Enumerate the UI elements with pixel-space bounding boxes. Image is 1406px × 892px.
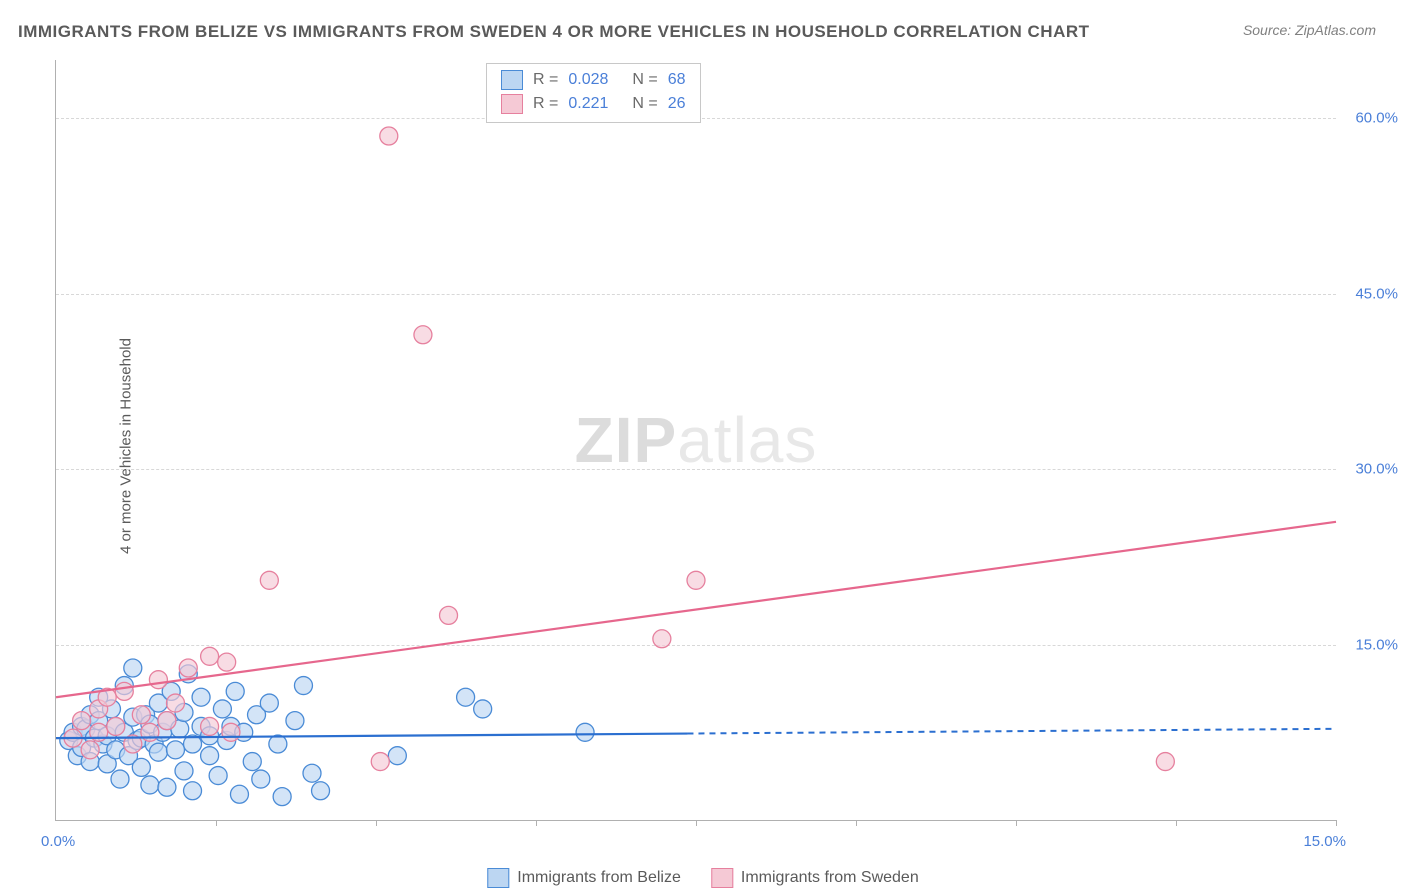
data-point <box>440 606 458 624</box>
y-tick-label: 45.0% <box>1355 285 1398 302</box>
data-point <box>115 682 133 700</box>
data-point <box>201 647 219 665</box>
data-point <box>303 764 321 782</box>
legend-label: Immigrants from Sweden <box>741 869 919 887</box>
data-point <box>260 694 278 712</box>
data-point <box>294 677 312 695</box>
x-tick-mark <box>376 820 377 826</box>
x-tick-mark <box>1016 820 1017 826</box>
x-tick-mark <box>1176 820 1177 826</box>
scatter-plot-svg <box>56 60 1336 820</box>
data-point <box>213 700 231 718</box>
chart-title: IMMIGRANTS FROM BELIZE VS IMMIGRANTS FRO… <box>18 22 1090 42</box>
legend-label: Immigrants from Belize <box>517 869 681 887</box>
data-point <box>141 776 159 794</box>
data-point <box>286 712 304 730</box>
data-point <box>149 671 167 689</box>
data-point <box>218 653 236 671</box>
data-point <box>252 770 270 788</box>
data-point <box>380 127 398 145</box>
x-tick-mark <box>216 820 217 826</box>
y-tick-label: 60.0% <box>1355 110 1398 127</box>
data-point <box>175 762 193 780</box>
data-point <box>312 782 330 800</box>
y-tick-label: 15.0% <box>1355 636 1398 653</box>
data-point <box>107 717 125 735</box>
data-point <box>132 758 150 776</box>
data-point <box>226 682 244 700</box>
x-axis-max-label: 15.0% <box>1303 833 1346 850</box>
data-point <box>687 571 705 589</box>
data-point <box>388 747 406 765</box>
data-point <box>166 741 184 759</box>
data-point <box>230 785 248 803</box>
data-point <box>124 659 142 677</box>
y-tick-label: 30.0% <box>1355 461 1398 478</box>
legend-swatch <box>711 868 733 888</box>
data-point <box>260 571 278 589</box>
legend-item: Immigrants from Belize <box>487 868 681 888</box>
data-point <box>414 326 432 344</box>
data-point <box>201 747 219 765</box>
data-point <box>273 788 291 806</box>
legend-swatch <box>487 868 509 888</box>
data-point <box>184 782 202 800</box>
data-point <box>73 712 91 730</box>
data-point <box>132 706 150 724</box>
data-point <box>209 767 227 785</box>
data-point <box>111 770 129 788</box>
regression-line <box>56 522 1336 697</box>
data-point <box>243 753 261 771</box>
data-point <box>201 717 219 735</box>
x-axis-min-label: 0.0% <box>41 833 75 850</box>
data-point <box>81 741 99 759</box>
plot-area: ZIPatlas 15.0%30.0%45.0%60.0% R =0.028N … <box>55 60 1336 821</box>
data-point <box>1156 753 1174 771</box>
x-tick-mark <box>856 820 857 826</box>
data-point <box>474 700 492 718</box>
data-point <box>158 712 176 730</box>
data-point <box>179 659 197 677</box>
data-point <box>371 753 389 771</box>
data-point <box>166 694 184 712</box>
data-point <box>192 688 210 706</box>
data-point <box>149 743 167 761</box>
source-attribution: Source: ZipAtlas.com <box>1243 22 1376 38</box>
data-point <box>222 723 240 741</box>
regression-line-extrapolated <box>687 729 1336 734</box>
data-point <box>576 723 594 741</box>
data-point <box>158 778 176 796</box>
legend-item: Immigrants from Sweden <box>711 868 919 888</box>
data-point <box>653 630 671 648</box>
x-tick-mark <box>696 820 697 826</box>
bottom-legend: Immigrants from Belize Immigrants from Sw… <box>487 868 918 888</box>
data-point <box>269 735 287 753</box>
data-point <box>457 688 475 706</box>
x-tick-mark <box>536 820 537 826</box>
x-tick-mark <box>1336 820 1337 826</box>
